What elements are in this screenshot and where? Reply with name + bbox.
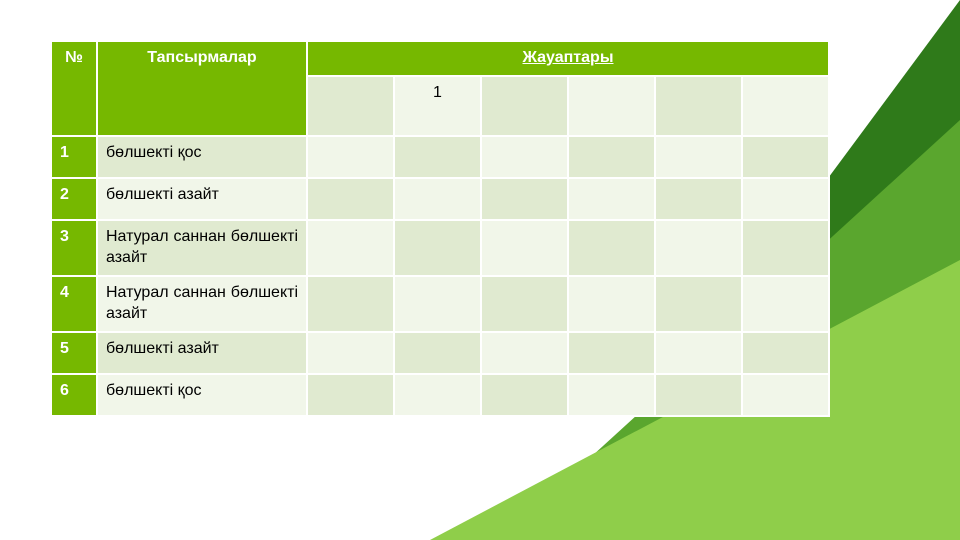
row-4-answer-1 <box>394 276 481 332</box>
row-1-answer-4 <box>655 136 742 178</box>
row-3-answer-3 <box>568 220 655 276</box>
header-answers: Жауаптары <box>307 41 829 76</box>
subheader-cell-3 <box>568 76 655 136</box>
row-2-answer-0 <box>307 178 394 220</box>
row-6-answer-3 <box>568 374 655 416</box>
row-1-answer-2 <box>481 136 568 178</box>
row-3-answer-5 <box>742 220 829 276</box>
row-4-answer-2 <box>481 276 568 332</box>
row-2-number: 2 <box>51 178 97 220</box>
row-6-answer-4 <box>655 374 742 416</box>
row-3-answer-4 <box>655 220 742 276</box>
row-6-answer-2 <box>481 374 568 416</box>
row-3-answer-0 <box>307 220 394 276</box>
row-2-answer-4 <box>655 178 742 220</box>
subheader-cell-0 <box>307 76 394 136</box>
subheader-cell-1: 1 <box>394 76 481 136</box>
row-5-task: бөлшекті азайт <box>97 332 307 374</box>
header-number: № <box>51 41 97 136</box>
row-5-number: 5 <box>51 332 97 374</box>
row-1-answer-1 <box>394 136 481 178</box>
row-1-number: 1 <box>51 136 97 178</box>
row-6-answer-1 <box>394 374 481 416</box>
subheader-cell-4 <box>655 76 742 136</box>
row-1-answer-3 <box>568 136 655 178</box>
header-tasks: Тапсырмалар <box>97 41 307 136</box>
row-4-answer-4 <box>655 276 742 332</box>
task-table: №ТапсырмаларЖауаптары11 бөлшекті қос2 бө… <box>50 40 830 417</box>
row-3-number: 3 <box>51 220 97 276</box>
row-2-answer-2 <box>481 178 568 220</box>
row-6-answer-0 <box>307 374 394 416</box>
row-5-answer-0 <box>307 332 394 374</box>
row-5-answer-5 <box>742 332 829 374</box>
subheader-cell-2 <box>481 76 568 136</box>
row-4-answer-3 <box>568 276 655 332</box>
row-4-number: 4 <box>51 276 97 332</box>
row-6-number: 6 <box>51 374 97 416</box>
row-5-answer-1 <box>394 332 481 374</box>
row-3-answer-1 <box>394 220 481 276</box>
row-4-answer-5 <box>742 276 829 332</box>
row-5-answer-3 <box>568 332 655 374</box>
row-2-answer-1 <box>394 178 481 220</box>
row-5-answer-4 <box>655 332 742 374</box>
row-6-task: бөлшекті қос <box>97 374 307 416</box>
row-6-answer-5 <box>742 374 829 416</box>
row-1-answer-5 <box>742 136 829 178</box>
row-5-answer-2 <box>481 332 568 374</box>
subheader-cell-5 <box>742 76 829 136</box>
row-2-task: бөлшекті азайт <box>97 178 307 220</box>
row-1-task: бөлшекті қос <box>97 136 307 178</box>
row-2-answer-3 <box>568 178 655 220</box>
row-4-task: Натурал саннан бөлшекті азайт <box>97 276 307 332</box>
row-4-answer-0 <box>307 276 394 332</box>
row-3-task: Натурал саннан бөлшекті азайт <box>97 220 307 276</box>
row-1-answer-0 <box>307 136 394 178</box>
row-2-answer-5 <box>742 178 829 220</box>
row-3-answer-2 <box>481 220 568 276</box>
